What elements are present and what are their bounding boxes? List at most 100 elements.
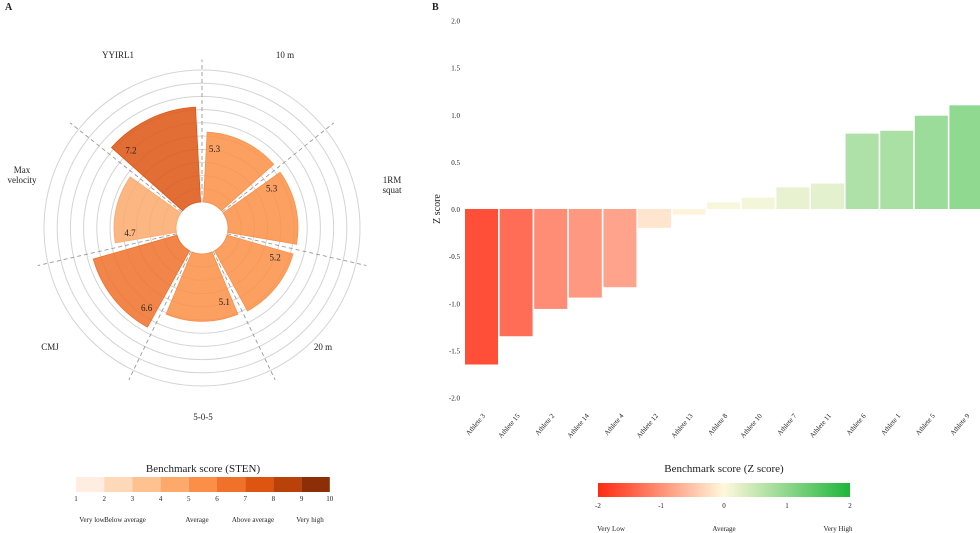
axis-spoke [37, 233, 177, 266]
legend-swatch [132, 477, 161, 492]
y-tick-label: -1.0 [449, 300, 461, 308]
category-label: 20 m [314, 342, 332, 352]
legend-swatch [76, 477, 105, 492]
legend-category-z: Very High [824, 525, 853, 533]
polar-bar [202, 131, 275, 212]
legend-category-z: Average [712, 525, 735, 533]
legend-tick: 9 [300, 495, 304, 503]
x-tick-label: Athlete 14 [566, 412, 591, 440]
bar [914, 115, 948, 209]
legend-category: Very low [79, 516, 105, 524]
x-tick-label: Athlete 5 [914, 412, 937, 437]
legend-tick: 7 [243, 495, 247, 503]
legend-category: Very high [296, 516, 324, 524]
y-axis-label: Z score [432, 194, 443, 224]
bar-value-label: 4.7 [124, 228, 136, 238]
bar [638, 209, 671, 228]
legend-tick: 4 [159, 495, 163, 503]
bar [776, 187, 810, 209]
polar-bar [213, 234, 294, 312]
polar-bar [111, 106, 202, 212]
x-tick-label: Athlete 6 [845, 412, 868, 437]
axis-spoke [69, 122, 182, 213]
x-tick-label: Athlete 3 [464, 412, 487, 437]
legend-tick: 6 [215, 495, 219, 503]
legend-swatch [104, 477, 133, 492]
bar-value-label: 7.2 [125, 145, 136, 155]
legend-tick-z: 2 [848, 502, 852, 510]
x-tick-label: Athlete 4 [603, 412, 626, 437]
bar-value-label: 5.3 [266, 183, 278, 193]
x-tick-label: Athlete 10 [739, 412, 764, 440]
legend-category-z: Very Low [597, 525, 626, 533]
legend-tick: 10 [326, 495, 334, 503]
x-tick-label: Athlete 9 [949, 412, 972, 437]
bar [672, 209, 706, 215]
x-tick-label: Athlete 7 [776, 412, 799, 437]
legend-swatch [273, 477, 302, 492]
legend-tick-z: 1 [785, 502, 789, 510]
legend-tick: 2 [102, 495, 106, 503]
x-tick-label: Athlete 13 [670, 412, 695, 440]
category-label: CMJ [41, 342, 59, 352]
y-tick-label: -2.0 [449, 395, 461, 403]
polar-bar [113, 176, 182, 244]
legend-swatch [245, 477, 274, 492]
legend-tick: 5 [187, 495, 191, 503]
axis-spoke [212, 251, 276, 381]
bar [949, 105, 980, 209]
legend-swatch [188, 477, 217, 492]
legend-tick-z: -1 [658, 502, 664, 510]
legend-category: Above average [232, 516, 274, 524]
legend-category: Below average [104, 516, 146, 524]
legend-title: Benchmark score (STEN) [146, 463, 261, 475]
y-tick-label: 0.5 [451, 159, 460, 167]
panel-label-a: A [5, 2, 13, 13]
legend-tick-z: -2 [595, 502, 601, 510]
legend-tick-z: 0 [722, 502, 726, 510]
legend-tick: 1 [74, 495, 78, 503]
bar-value-label: 5.1 [219, 297, 230, 307]
y-tick-label: 1.5 [451, 65, 460, 73]
x-tick-label: Athlete 2 [533, 412, 556, 437]
polar-bar [92, 234, 191, 328]
x-tick-label: Athlete 1 [879, 412, 902, 437]
category-label: 1RM squat [383, 175, 402, 195]
y-tick-label: 2.0 [451, 18, 460, 26]
bar-value-label: 6.6 [141, 303, 153, 313]
bar [568, 209, 602, 298]
x-tick-label: Athlete 8 [706, 412, 729, 437]
bar [499, 209, 533, 337]
axis-spoke [128, 251, 192, 381]
legend-tick: 8 [272, 495, 276, 503]
bar [741, 197, 775, 209]
radial-gridline [43, 69, 361, 387]
x-tick-label: Athlete 11 [808, 412, 833, 440]
panel-label-b: B [432, 2, 439, 13]
y-tick-label: 0.0 [451, 206, 460, 214]
bar [465, 209, 498, 365]
category-label: Max velocity [8, 165, 37, 185]
legend-swatch [301, 477, 330, 492]
polar-bar [222, 171, 299, 245]
bar [707, 202, 741, 209]
bar [603, 209, 637, 288]
y-tick-label: -0.5 [449, 253, 461, 261]
legend-title-z: Benchmark score (Z score) [664, 463, 784, 475]
axis-spoke [227, 233, 367, 266]
legend-gradient [598, 483, 850, 497]
y-tick-label: -1.5 [449, 347, 461, 355]
bar [845, 133, 879, 209]
category-label: YYIRL1 [102, 50, 134, 60]
x-tick-label: Athlete 12 [635, 412, 660, 440]
legend-tick: 3 [131, 495, 135, 503]
radial-gridline [56, 82, 348, 374]
bar-value-label: 5.3 [209, 144, 221, 154]
bar-value-label: 5.2 [270, 252, 281, 262]
bar [880, 130, 914, 209]
y-tick-label: 1.0 [451, 112, 460, 120]
x-tick-label: Athlete 15 [497, 412, 522, 440]
legend-category: Average [185, 516, 208, 524]
axis-spoke [222, 122, 335, 213]
